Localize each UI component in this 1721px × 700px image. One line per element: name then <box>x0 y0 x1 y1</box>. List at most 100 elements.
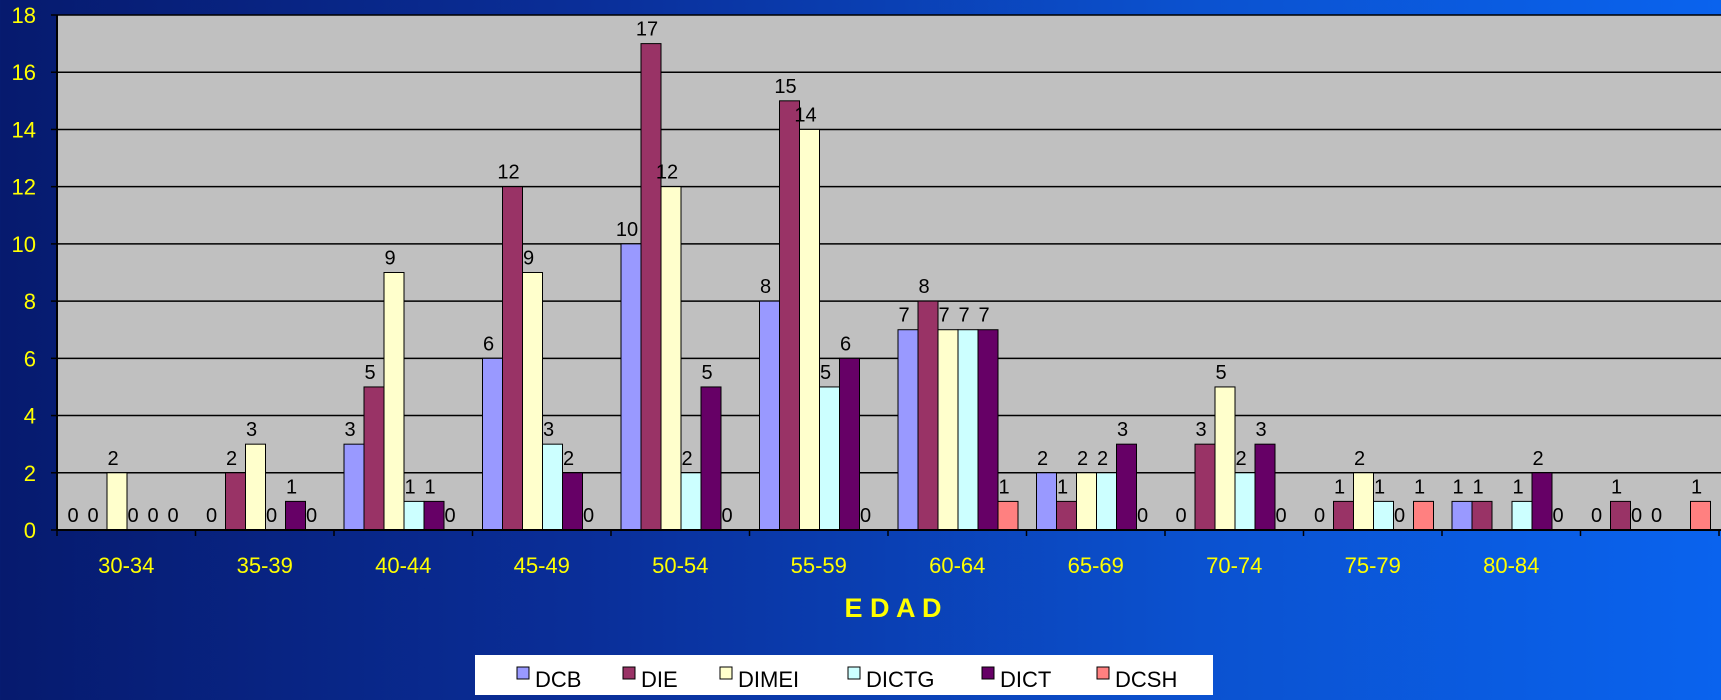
bar-dictg <box>957 329 979 531</box>
data-label: 1 <box>404 476 415 498</box>
data-label: 1 <box>1374 476 1385 498</box>
bar-dict <box>700 386 722 531</box>
bar-dimei <box>660 186 682 531</box>
data-label: 0 <box>1591 505 1602 527</box>
legend-items: DCB DIE DIMEI DICTG DICT DCSH <box>516 666 1177 692</box>
legend-label-dictg: DICTG <box>866 667 934 692</box>
x-tick-label: 30-34 <box>98 553 154 578</box>
bar-dimei <box>383 272 405 531</box>
data-label: 0 <box>67 505 78 527</box>
data-label: 0 <box>1137 505 1148 527</box>
bar-dimei <box>245 443 266 531</box>
data-label: 9 <box>384 248 395 270</box>
data-label: 0 <box>444 505 455 527</box>
bar-dictg <box>1511 500 1533 531</box>
bar-dimei <box>799 128 820 531</box>
data-label: 3 <box>543 419 554 441</box>
bar-dcb <box>1036 472 1057 531</box>
data-label: 2 <box>1097 448 1108 470</box>
data-label: 15 <box>774 76 796 98</box>
data-label: 0 <box>147 505 158 527</box>
x-tick-label: 45-49 <box>514 553 570 578</box>
bar-die <box>502 186 523 531</box>
data-label: 6 <box>483 333 494 355</box>
bar-dimei <box>1353 472 1374 531</box>
legend-swatch-dict <box>981 666 995 680</box>
data-label: 7 <box>978 305 989 327</box>
x-tick-label: 60-64 <box>929 553 985 578</box>
legend-label-dict: DICT <box>1000 667 1051 692</box>
bar-dictg <box>1373 500 1394 531</box>
bar-dcb <box>343 443 365 531</box>
bar-dictg <box>1096 472 1117 531</box>
legend-box <box>475 655 1213 695</box>
x-axis-title: E D A D <box>844 593 941 623</box>
bar-die <box>1056 500 1077 531</box>
data-label: 1 <box>998 476 1009 498</box>
bar-dict <box>977 329 999 531</box>
data-label: 1 <box>1452 476 1463 498</box>
y-tick-label: 16 <box>12 60 36 85</box>
data-label: 3 <box>1255 419 1266 441</box>
legend: DCB DIE DIMEI DICTG DICT DCSH <box>475 655 1213 695</box>
data-label: 2 <box>1037 448 1048 470</box>
data-label: 0 <box>1275 505 1286 527</box>
bar-dict <box>285 500 306 531</box>
bar-die <box>1610 500 1631 531</box>
bar-dcsh <box>1413 500 1434 531</box>
bar-dcb <box>897 329 919 531</box>
data-label: 1 <box>1472 476 1483 498</box>
x-axis-ticks: 30-34 35-39 40-44 45-49 50-54 55-59 60-64 65-69… <box>56 529 1721 578</box>
bar-dimei <box>937 329 959 531</box>
bar-dictg <box>403 500 425 531</box>
legend-swatch-dictg <box>847 666 861 680</box>
data-label: 5 <box>701 362 712 384</box>
bar-dict <box>1116 443 1137 531</box>
data-label: 1 <box>1512 476 1523 498</box>
data-label: 17 <box>636 19 658 41</box>
plot-area <box>57 15 1721 530</box>
bar-dcb <box>620 243 642 531</box>
legend-label-dcb: DCB <box>535 667 581 692</box>
data-label: 1 <box>1334 476 1345 498</box>
bar-dictg <box>819 386 840 531</box>
bar-dict <box>423 500 445 531</box>
data-label: 0 <box>206 505 217 527</box>
bar-die <box>917 300 939 531</box>
data-label: 6 <box>840 333 851 355</box>
data-label: 12 <box>656 162 678 184</box>
bar-dict <box>1254 443 1276 531</box>
bar-dictg <box>680 472 702 531</box>
x-tick-label: 55-59 <box>791 553 847 578</box>
x-tick-label: 35-39 <box>237 553 293 578</box>
legend-label-dimei: DIMEI <box>738 667 799 692</box>
x-tick-label: 75-79 <box>1345 553 1401 578</box>
bar-dict <box>562 472 583 531</box>
y-tick-label: 18 <box>12 3 36 28</box>
bar-die <box>363 386 385 531</box>
data-label: 0 <box>266 505 277 527</box>
data-label: 5 <box>1215 362 1226 384</box>
data-label: 1 <box>424 476 435 498</box>
bar-dict <box>839 357 860 531</box>
x-tick-label: 80-84 <box>1483 553 1539 578</box>
y-tick-label: 2 <box>24 461 36 486</box>
legend-swatch-dimei <box>719 666 733 680</box>
legend-label-dcsh: DCSH <box>1115 667 1177 692</box>
y-tick-label: 8 <box>24 289 36 314</box>
x-tick-label: 50-54 <box>652 553 708 578</box>
data-label: 0 <box>860 505 871 527</box>
x-tick-label: 70-74 <box>1206 553 1262 578</box>
data-label: 1 <box>286 476 297 498</box>
data-label: 8 <box>918 276 929 298</box>
data-label: 2 <box>107 448 118 470</box>
bar-dcb <box>759 300 780 531</box>
data-label: 0 <box>1651 505 1662 527</box>
data-label: 3 <box>1117 419 1128 441</box>
data-label: 5 <box>364 362 375 384</box>
y-tick-label: 6 <box>24 346 36 371</box>
data-label: 0 <box>1394 505 1405 527</box>
bar-dictg <box>542 443 563 531</box>
data-label: 3 <box>246 419 257 441</box>
